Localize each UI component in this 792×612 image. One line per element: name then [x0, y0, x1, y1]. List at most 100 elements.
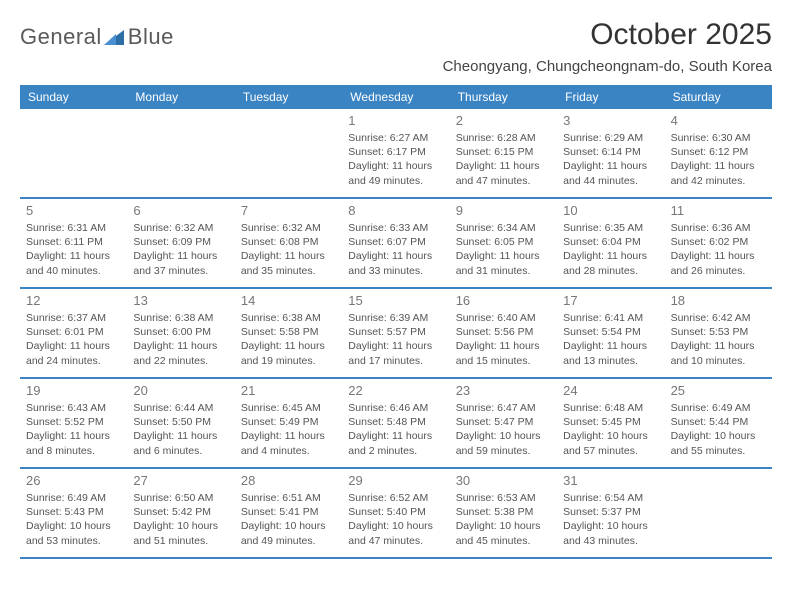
- daylight-text: Daylight: 10 hours and 49 minutes.: [241, 519, 336, 547]
- day-number: 6: [133, 203, 228, 218]
- daylight-text: Daylight: 11 hours and 6 minutes.: [133, 429, 228, 457]
- day-number: 30: [456, 473, 551, 488]
- day-cell: 16Sunrise: 6:40 AMSunset: 5:56 PMDayligh…: [450, 289, 557, 377]
- day-cell: 7 Sunrise: 6:32 AMSunset: 6:08 PMDaylight…: [235, 199, 342, 287]
- day-cell: 11Sunrise: 6:36 AMSunset: 6:02 PMDayligh…: [665, 199, 772, 287]
- daylight-text: Daylight: 11 hours and 40 minutes.: [26, 249, 121, 277]
- day-cell: 18 Sunrise: 6:42 AMSunset: 5:53 PMDayligh…: [665, 289, 772, 377]
- daylight-text: Daylight: 11 hours and 44 minutes.: [563, 159, 658, 187]
- sunset-text: Sunset: 5:52 PM: [26, 415, 121, 429]
- day-number: 25: [671, 383, 766, 398]
- week-row: 5Sunrise: 6:31 AMSunset: 6:11 PMDaylight…: [20, 199, 772, 289]
- day-number: 19: [26, 383, 121, 398]
- daylight-text: Daylight: 10 hours and 59 minutes.: [456, 429, 551, 457]
- day-cell: 24Sunrise: 6:48 AMSunset: 5:45 PMDayligh…: [557, 379, 664, 467]
- sunset-text: Sunset: 5:42 PM: [133, 505, 228, 519]
- sunrise-text: Sunrise: 6:41 AM: [563, 311, 658, 325]
- daylight-text: Daylight: 11 hours and 37 minutes.: [133, 249, 228, 277]
- day-number: 2: [456, 113, 551, 128]
- day-header-tuesday: Tuesday: [235, 85, 342, 109]
- day-header-monday: Monday: [127, 85, 234, 109]
- daylight-text: Daylight: 11 hours and 26 minutes.: [671, 249, 766, 277]
- day-number: 23: [456, 383, 551, 398]
- daylight-text: Daylight: 11 hours and 31 minutes.: [456, 249, 551, 277]
- day-cell: 17Sunrise: 6:41 AMSunset: 5:54 PMDayligh…: [557, 289, 664, 377]
- sunrise-text: Sunrise: 6:32 AM: [241, 221, 336, 235]
- sunset-text: Sunset: 5:57 PM: [348, 325, 443, 339]
- day-number: 28: [241, 473, 336, 488]
- sunrise-text: Sunrise: 6:27 AM: [348, 131, 443, 145]
- sunrise-text: Sunrise: 6:45 AM: [241, 401, 336, 415]
- sunset-text: Sunset: 5:38 PM: [456, 505, 551, 519]
- sunrise-text: Sunrise: 6:30 AM: [671, 131, 766, 145]
- sunrise-text: Sunrise: 6:43 AM: [26, 401, 121, 415]
- sunrise-text: Sunrise: 6:34 AM: [456, 221, 551, 235]
- day-headers-row: Sunday Monday Tuesday Wednesday Thursday…: [20, 85, 772, 109]
- sunrise-text: Sunrise: 6:38 AM: [133, 311, 228, 325]
- sunset-text: Sunset: 5:48 PM: [348, 415, 443, 429]
- sunrise-text: Sunrise: 6:50 AM: [133, 491, 228, 505]
- day-cell: 22Sunrise: 6:46 AMSunset: 5:48 PMDayligh…: [342, 379, 449, 467]
- day-cell: 1Sunrise: 6:27 AMSunset: 6:17 PMDaylight…: [342, 109, 449, 197]
- day-cell: 25Sunrise: 6:49 AMSunset: 5:44 PMDayligh…: [665, 379, 772, 467]
- sunrise-text: Sunrise: 6:37 AM: [26, 311, 121, 325]
- daylight-text: Daylight: 11 hours and 24 minutes.: [26, 339, 121, 367]
- daylight-text: Daylight: 11 hours and 17 minutes.: [348, 339, 443, 367]
- day-number: 18: [671, 293, 766, 308]
- day-number: 24: [563, 383, 658, 398]
- day-number: 9: [456, 203, 551, 218]
- day-cell: 3Sunrise: 6:29 AMSunset: 6:14 PMDaylight…: [557, 109, 664, 197]
- sunrise-text: Sunrise: 6:42 AM: [671, 311, 766, 325]
- day-cell: 9 Sunrise: 6:34 AMSunset: 6:05 PMDaylight…: [450, 199, 557, 287]
- daylight-text: Daylight: 10 hours and 43 minutes.: [563, 519, 658, 547]
- day-number: 27: [133, 473, 228, 488]
- day-number: 21: [241, 383, 336, 398]
- day-number: 22: [348, 383, 443, 398]
- sunset-text: Sunset: 5:45 PM: [563, 415, 658, 429]
- sunrise-text: Sunrise: 6:46 AM: [348, 401, 443, 415]
- logo: General Blue: [20, 18, 174, 50]
- day-number: 1: [348, 113, 443, 128]
- sunrise-text: Sunrise: 6:44 AM: [133, 401, 228, 415]
- sunset-text: Sunset: 5:37 PM: [563, 505, 658, 519]
- sunrise-text: Sunrise: 6:48 AM: [563, 401, 658, 415]
- daylight-text: Daylight: 11 hours and 33 minutes.: [348, 249, 443, 277]
- sunrise-text: Sunrise: 6:49 AM: [26, 491, 121, 505]
- weeks-container: 1Sunrise: 6:27 AMSunset: 6:17 PMDaylight…: [20, 109, 772, 559]
- day-cell: 15Sunrise: 6:39 AMSunset: 5:57 PMDayligh…: [342, 289, 449, 377]
- sunset-text: Sunset: 5:53 PM: [671, 325, 766, 339]
- day-cell: 8Sunrise: 6:33 AMSunset: 6:07 PMDaylight…: [342, 199, 449, 287]
- day-cell: 23Sunrise: 6:47 AMSunset: 5:47 PMDayligh…: [450, 379, 557, 467]
- sunrise-text: Sunrise: 6:49 AM: [671, 401, 766, 415]
- sunset-text: Sunset: 6:14 PM: [563, 145, 658, 159]
- title-block: October 2025 Cheongyang, Chungcheongnam-…: [443, 18, 772, 75]
- sunset-text: Sunset: 6:05 PM: [456, 235, 551, 249]
- sunrise-text: Sunrise: 6:53 AM: [456, 491, 551, 505]
- daylight-text: Daylight: 10 hours and 45 minutes.: [456, 519, 551, 547]
- daylight-text: Daylight: 11 hours and 10 minutes.: [671, 339, 766, 367]
- daylight-text: Daylight: 11 hours and 42 minutes.: [671, 159, 766, 187]
- day-cell: 21Sunrise: 6:45 AMSunset: 5:49 PMDayligh…: [235, 379, 342, 467]
- day-number: 7: [241, 203, 336, 218]
- sunset-text: Sunset: 6:08 PM: [241, 235, 336, 249]
- sunrise-text: Sunrise: 6:51 AM: [241, 491, 336, 505]
- day-number: 10: [563, 203, 658, 218]
- sunset-text: Sunset: 6:00 PM: [133, 325, 228, 339]
- sunrise-text: Sunrise: 6:54 AM: [563, 491, 658, 505]
- daylight-text: Daylight: 11 hours and 35 minutes.: [241, 249, 336, 277]
- daylight-text: Daylight: 11 hours and 13 minutes.: [563, 339, 658, 367]
- day-number: 12: [26, 293, 121, 308]
- day-number: 26: [26, 473, 121, 488]
- sunrise-text: Sunrise: 6:47 AM: [456, 401, 551, 415]
- daylight-text: Daylight: 10 hours and 47 minutes.: [348, 519, 443, 547]
- sunset-text: Sunset: 5:54 PM: [563, 325, 658, 339]
- sunset-text: Sunset: 5:50 PM: [133, 415, 228, 429]
- day-cell: 2Sunrise: 6:28 AMSunset: 6:15 PMDaylight…: [450, 109, 557, 197]
- week-row: 26 Sunrise: 6:49 AMSunset: 5:43 PM Dayligh…: [20, 469, 772, 559]
- daylight-text: Daylight: 11 hours and 4 minutes.: [241, 429, 336, 457]
- day-cell: 13Sunrise: 6:38 AMSunset: 6:00 PMDayligh…: [127, 289, 234, 377]
- daylight-text: Daylight: 11 hours and 47 minutes.: [456, 159, 551, 187]
- week-row: 1Sunrise: 6:27 AMSunset: 6:17 PMDaylight…: [20, 109, 772, 199]
- day-cell: 6Sunrise: 6:32 AMSunset: 6:09 PMDaylight…: [127, 199, 234, 287]
- sunset-text: Sunset: 5:43 PM: [26, 505, 121, 519]
